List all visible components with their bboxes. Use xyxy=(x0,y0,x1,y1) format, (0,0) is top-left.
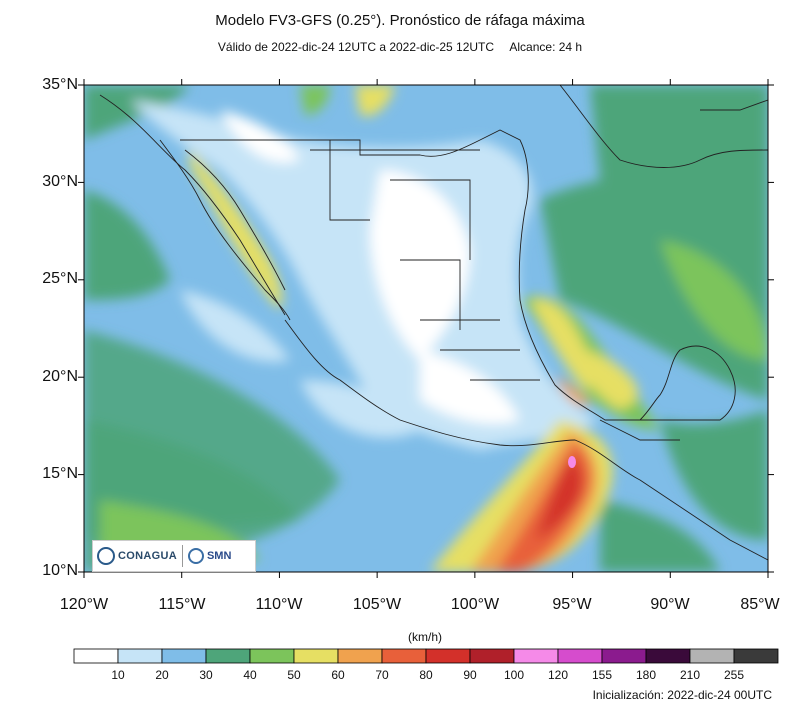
lat-label-10: 10°N xyxy=(42,562,78,579)
legend-swatch xyxy=(381,648,427,664)
legend-tick-label: 70 xyxy=(375,668,389,682)
lat-label-15: 15°N xyxy=(42,465,78,482)
lon-label-100: 100°W xyxy=(450,596,500,613)
initialization-text: Inicialización: 2022-dic-24 00UTC xyxy=(592,688,772,702)
legend-tick-label: 120 xyxy=(547,668,569,682)
legend-tick-label: 210 xyxy=(679,668,701,682)
legend-tick-label: 180 xyxy=(635,668,657,682)
legend-tick-label: 80 xyxy=(419,668,433,682)
lon-label-110: 110°W xyxy=(255,596,303,613)
legend-swatch xyxy=(117,648,163,664)
borders xyxy=(99,85,768,561)
lat-label-30: 30°N xyxy=(42,173,78,190)
gust-max-core xyxy=(568,456,576,468)
legend-tick-label: 40 xyxy=(243,668,257,682)
legend-tick-label: 90 xyxy=(463,668,477,682)
map-title: Modelo FV3-GFS (0.25°). Pronóstico de rá… xyxy=(215,12,585,29)
legend-swatch xyxy=(557,648,603,664)
conagua-logo: CONAGUA xyxy=(93,547,177,565)
axis-ticks xyxy=(78,79,774,578)
legend-swatch xyxy=(293,648,339,664)
legend-tick-label: 30 xyxy=(199,668,213,682)
legend-tick-label: 60 xyxy=(331,668,345,682)
legend-swatch xyxy=(73,648,119,664)
legend-swatch xyxy=(425,648,471,664)
legend-tick-label: 100 xyxy=(503,668,525,682)
lon-label-90: 90°W xyxy=(650,596,690,613)
logo-divider xyxy=(181,545,183,567)
map-frame xyxy=(83,84,769,573)
legend-swatch xyxy=(689,648,735,664)
validity-text: Válido de 2022-dic-24 12UTC a 2022-dic-2… xyxy=(217,40,495,54)
gust-field xyxy=(84,85,768,572)
lat-label-25: 25°N xyxy=(42,270,78,287)
legend-swatch xyxy=(469,648,515,664)
legend-swatch xyxy=(601,648,647,664)
legend-tick-label: 255 xyxy=(723,668,745,682)
map-subtitle: Válido de 2022-dic-24 12UTC a 2022-dic-2… xyxy=(0,40,800,54)
color-legend xyxy=(73,648,779,664)
lat-label-35: 35°N xyxy=(42,76,78,93)
lon-label-95: 95°W xyxy=(552,596,592,613)
lon-label-120: 120°W xyxy=(59,596,109,613)
legend-tick-label: 50 xyxy=(287,668,301,682)
legend-swatch xyxy=(249,648,295,664)
legend-unit: (km/h) xyxy=(408,630,442,644)
legend-swatch xyxy=(205,648,251,664)
smn-logo: SMN xyxy=(187,548,231,564)
legend-swatch xyxy=(513,648,559,664)
lon-label-105: 105°W xyxy=(352,596,402,613)
range-text: Alcance: 24 h xyxy=(509,40,583,54)
conagua-emblem-icon xyxy=(97,547,115,565)
lat-label-20: 20°N xyxy=(42,368,78,385)
legend-tick-label: 10 xyxy=(111,668,125,682)
legend-tick-label: 155 xyxy=(591,668,613,682)
lon-label-85: 85°W xyxy=(740,596,780,613)
legend-swatch xyxy=(161,648,207,664)
legend-swatch xyxy=(337,648,383,664)
legend-swatch xyxy=(645,648,691,664)
lon-label-115: 115°W xyxy=(158,596,206,613)
legend-swatch xyxy=(733,648,779,664)
smn-emblem-icon xyxy=(187,548,204,564)
logos: CONAGUA SMN xyxy=(92,540,256,572)
legend-tick-label: 20 xyxy=(155,668,169,682)
